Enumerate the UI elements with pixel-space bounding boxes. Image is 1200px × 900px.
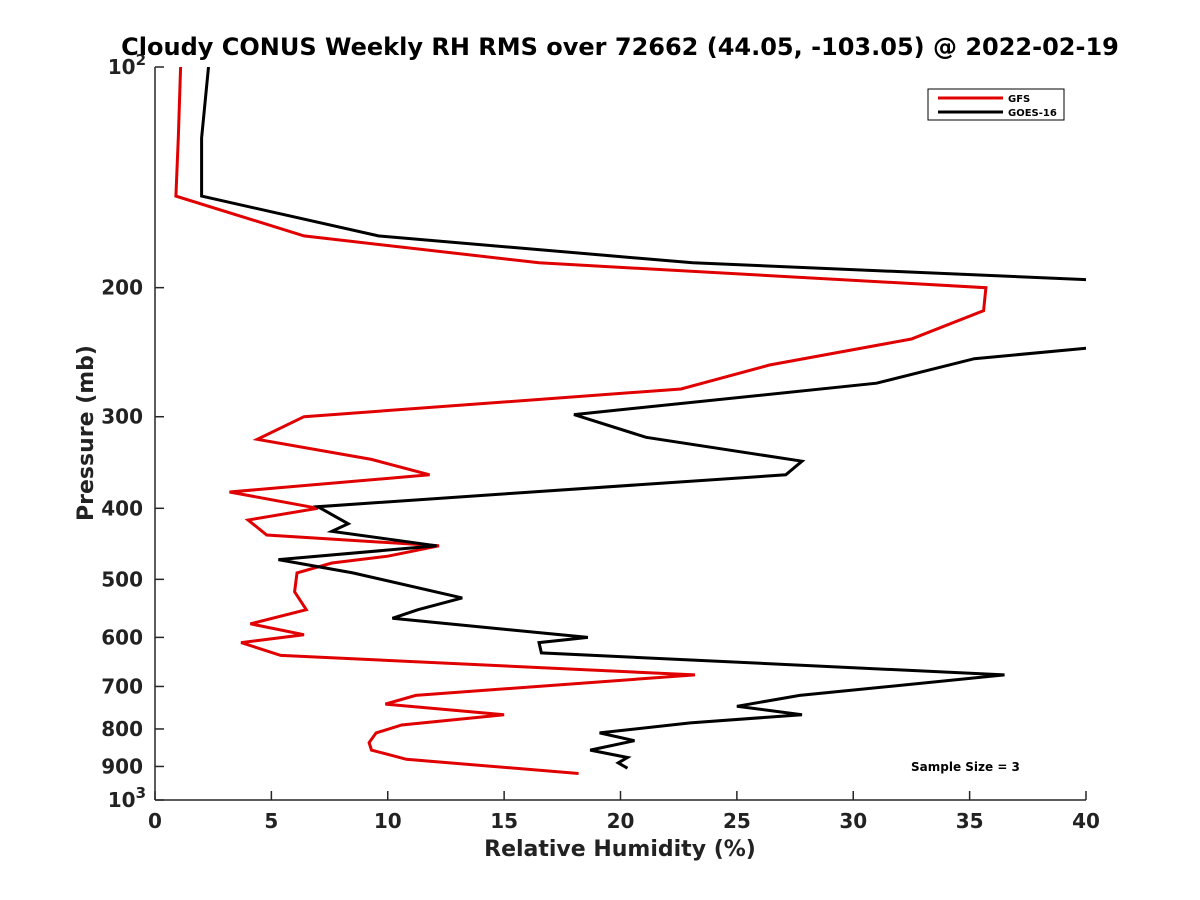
y-tick-label: 600 <box>101 625 143 649</box>
plot-background <box>155 67 1086 800</box>
sample-size-annotation: Sample Size = 3 <box>911 760 1020 774</box>
y-tick-label: 103 <box>108 784 146 812</box>
x-tick-label: 20 <box>607 809 635 833</box>
y-tick-label: 700 <box>101 674 143 698</box>
legend-label-goes16: GOES-16 <box>1008 108 1057 119</box>
x-tick-label: 25 <box>723 809 751 833</box>
chart-title: Cloudy CONUS Weekly RH RMS over 72662 (4… <box>121 33 1119 61</box>
x-axis-label: Relative Humidity (%) <box>484 837 756 862</box>
y-tick-label: 300 <box>101 405 143 429</box>
x-tick-label: 5 <box>264 809 278 833</box>
x-tick-label: 40 <box>1072 809 1100 833</box>
y-tick-label: 800 <box>101 717 143 741</box>
y-tick-label: 900 <box>101 754 143 778</box>
y-tick-label: 200 <box>101 276 143 300</box>
x-tick-label: 35 <box>956 809 984 833</box>
series-line-goes16 <box>200 67 1086 770</box>
legend-label-gfs: GFS <box>1008 94 1030 105</box>
y-tick-label: 500 <box>101 567 143 591</box>
x-tick-label: 10 <box>374 809 402 833</box>
legend: GFS GOES-16 <box>927 88 1065 121</box>
y-axis-label: Pressure (mb) <box>74 345 99 521</box>
x-tick-label: 15 <box>490 809 518 833</box>
x-tick-label: 0 <box>148 809 162 833</box>
series-layer <box>174 67 1086 775</box>
legend-box <box>927 88 1065 121</box>
series-line-gfs <box>174 67 988 775</box>
axes-layer: 0 5 10 15 20 25 30 35 40 102 200 300 400 500 600 700 800… <box>101 51 1100 833</box>
y-tick-label: 102 <box>108 51 146 79</box>
y-tick-label: 400 <box>101 496 143 520</box>
x-tick-label: 30 <box>839 809 867 833</box>
